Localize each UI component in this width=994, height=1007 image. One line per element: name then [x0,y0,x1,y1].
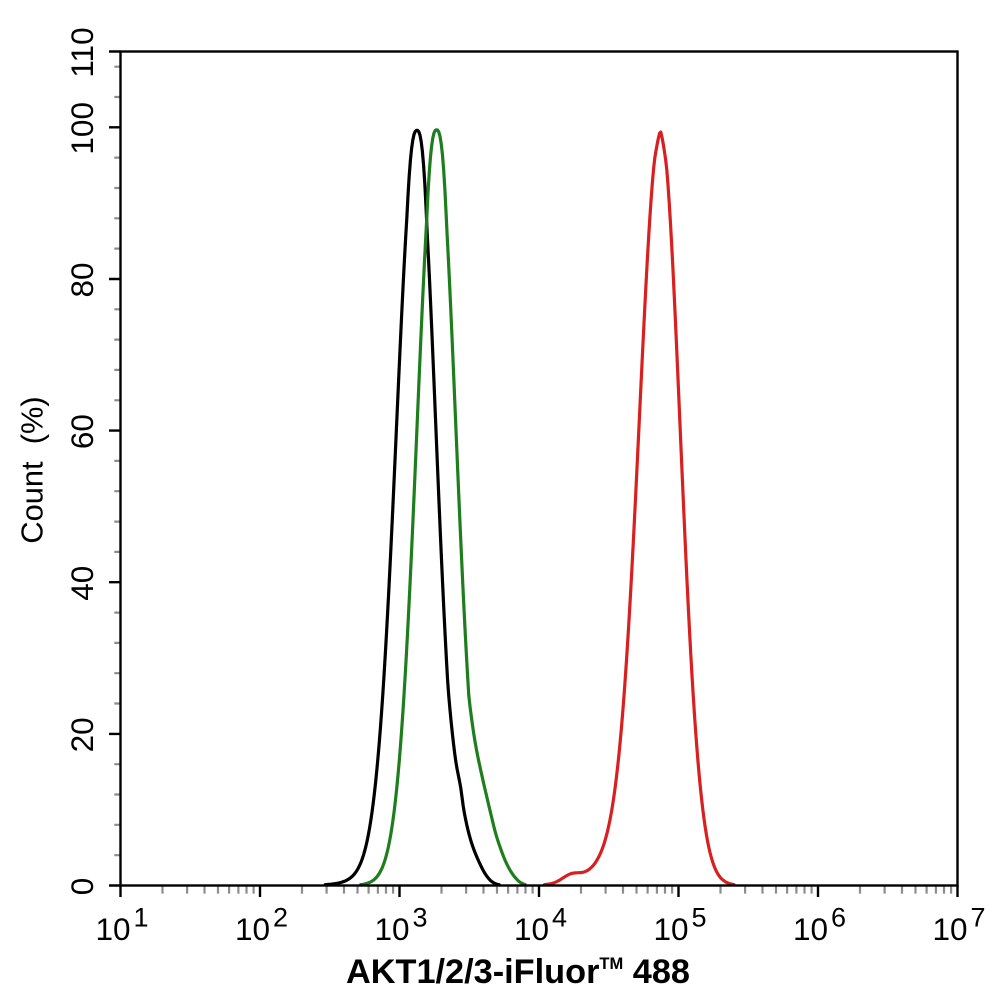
svg-text:110: 110 [64,27,100,77]
svg-text:10: 10 [96,911,131,947]
svg-text:10: 10 [235,911,270,947]
svg-text:1: 1 [134,903,149,933]
svg-text:4: 4 [552,903,567,933]
svg-text:Count (%): Count (%) [15,396,50,543]
svg-text:0: 0 [64,878,100,896]
svg-text:100: 100 [64,102,100,155]
svg-text:2: 2 [273,903,288,933]
svg-text:10: 10 [375,911,410,947]
svg-text:5: 5 [692,903,707,933]
svg-text:3: 3 [413,903,428,933]
svg-text:7: 7 [971,903,986,933]
svg-text:80: 80 [64,262,100,297]
svg-text:10: 10 [514,911,549,947]
svg-text:6: 6 [831,903,846,933]
svg-text:10: 10 [933,911,968,947]
svg-text:10: 10 [654,911,689,947]
svg-text:10: 10 [793,911,828,947]
svg-text:AKT1/2/3-iFluorTM 488: AKT1/2/3-iFluorTM 488 [346,953,690,991]
svg-text:40: 40 [64,566,100,601]
svg-text:20: 20 [64,717,100,752]
svg-text:60: 60 [64,414,100,449]
